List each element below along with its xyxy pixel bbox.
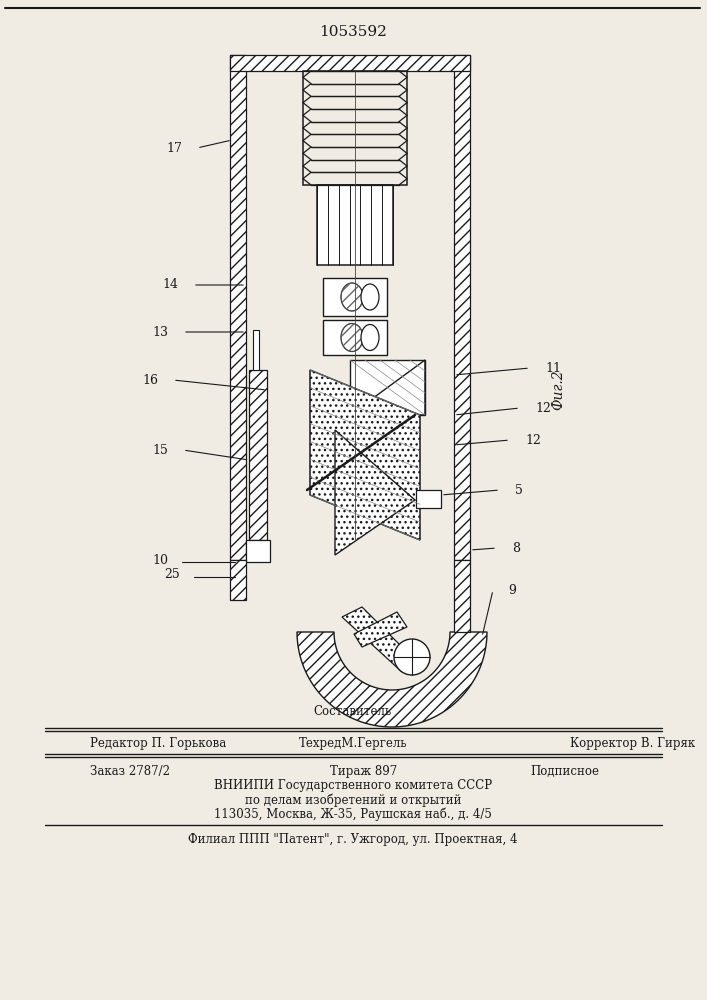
Polygon shape xyxy=(297,632,487,727)
Text: 5: 5 xyxy=(515,484,523,496)
Ellipse shape xyxy=(361,324,379,351)
Text: 15: 15 xyxy=(152,444,168,456)
Text: 17: 17 xyxy=(166,141,182,154)
Text: Подписное: Подписное xyxy=(530,764,599,778)
Text: Заказ 2787/2: Заказ 2787/2 xyxy=(90,764,170,778)
Text: 10: 10 xyxy=(152,554,168,566)
Text: Филиал ППП "Патент", г. Ужгород, ул. Проектная, 4: Филиал ППП "Патент", г. Ужгород, ул. Про… xyxy=(188,834,518,846)
Bar xyxy=(253,330,259,370)
Text: 9: 9 xyxy=(508,584,516,596)
Text: 14: 14 xyxy=(162,278,178,292)
Text: 113035, Москва, Ж-35, Раушская наб., д. 4/5: 113035, Москва, Ж-35, Раушская наб., д. … xyxy=(214,807,492,821)
Text: Редактор П. Горькова: Редактор П. Горькова xyxy=(90,738,226,750)
Text: Тираж 897: Тираж 897 xyxy=(330,764,397,778)
Text: ВНИИПИ Государственного комитета СССР: ВНИИПИ Государственного комитета СССР xyxy=(214,780,492,792)
Text: ТехредМ.Гергель: ТехредМ.Гергель xyxy=(298,738,407,750)
Bar xyxy=(249,370,267,540)
Text: 16: 16 xyxy=(142,373,158,386)
Polygon shape xyxy=(230,55,470,71)
Polygon shape xyxy=(230,55,246,560)
Polygon shape xyxy=(310,370,420,540)
Text: 25: 25 xyxy=(164,568,180,582)
Bar xyxy=(323,278,387,316)
Text: 8: 8 xyxy=(512,542,520,554)
Text: Фиг.2: Фиг.2 xyxy=(551,370,565,410)
Bar xyxy=(323,320,387,355)
Polygon shape xyxy=(354,612,407,647)
Bar xyxy=(246,540,270,562)
Bar xyxy=(303,71,407,185)
Bar xyxy=(416,490,441,508)
Text: Составитель: Составитель xyxy=(314,705,392,718)
Polygon shape xyxy=(230,560,246,600)
Polygon shape xyxy=(342,607,412,672)
Circle shape xyxy=(394,639,430,675)
Polygon shape xyxy=(454,55,470,560)
Bar xyxy=(350,360,425,415)
Text: 1053592: 1053592 xyxy=(319,25,387,39)
Polygon shape xyxy=(454,560,470,632)
Polygon shape xyxy=(335,430,415,555)
Bar xyxy=(317,185,393,265)
Ellipse shape xyxy=(341,283,363,311)
Ellipse shape xyxy=(341,324,363,352)
Text: 12: 12 xyxy=(525,434,541,446)
Text: 12: 12 xyxy=(535,401,551,414)
Text: по делам изобретений и открытий: по делам изобретений и открытий xyxy=(245,793,461,807)
Text: 13: 13 xyxy=(152,326,168,338)
Text: 11: 11 xyxy=(545,361,561,374)
Text: Корректор В. Гиряк: Корректор В. Гиряк xyxy=(570,738,695,750)
Ellipse shape xyxy=(361,284,379,310)
